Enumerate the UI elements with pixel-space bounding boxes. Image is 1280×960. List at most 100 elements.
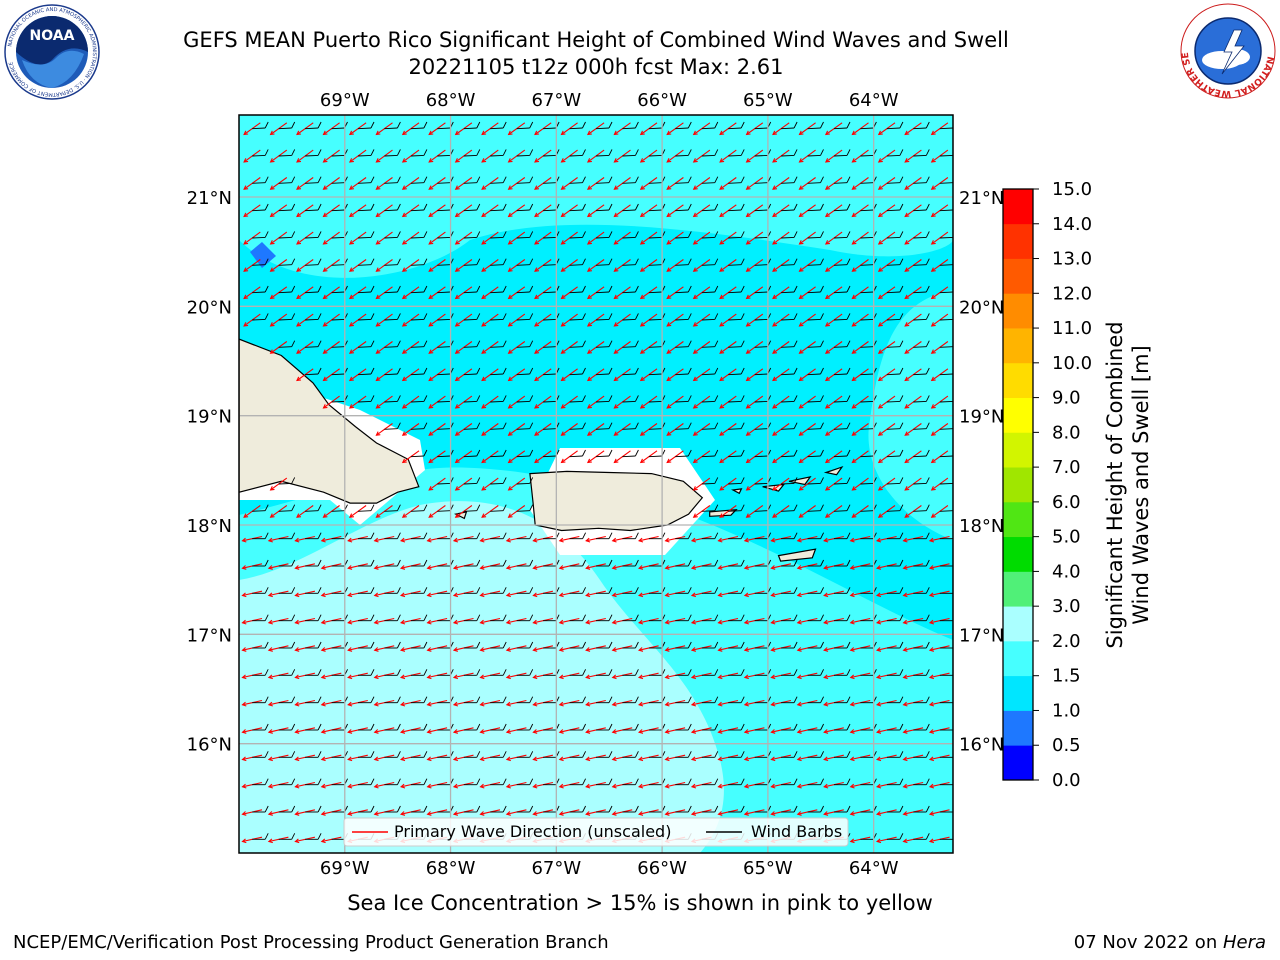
wind-barb-feather [925, 587, 930, 594]
wave-arrow-head [452, 592, 459, 598]
wave-arrow [876, 809, 897, 815]
wind-barb-feather [529, 504, 534, 511]
wave-arrow-head [770, 783, 776, 789]
wave-arrow-head [849, 674, 855, 680]
wave-arrow-head [401, 240, 407, 245]
wind-barb-feather [846, 532, 851, 539]
wave-arrow-head [426, 729, 432, 734]
wind-barb-feather [899, 149, 904, 156]
wave-arrow-head [824, 513, 830, 518]
wave-arrow-head [505, 592, 511, 598]
wind-barb-feather [925, 833, 930, 840]
wind-barb-feather [846, 203, 851, 211]
wind-barb-staff [569, 127, 583, 130]
wave-arrow-head [585, 811, 591, 816]
wave-arrow [506, 809, 527, 815]
wave-arrow-head [849, 537, 855, 543]
wind-barb-feather [820, 449, 824, 457]
wave-arrow-head [586, 431, 592, 436]
wind-barb-feather [317, 696, 322, 703]
wind-barb-staff [569, 182, 583, 184]
lat-label-right: 21°N [959, 188, 1004, 209]
wave-arrow-head [666, 212, 672, 218]
wave-arrow-head [690, 647, 697, 652]
wave-arrow [797, 590, 818, 597]
wave-arrow-head [507, 513, 513, 518]
lat-label-left: 18°N [187, 516, 232, 537]
wind-barb-feather [740, 176, 745, 183]
wind-barb-feather [529, 477, 534, 484]
wind-barb-feather [714, 559, 719, 567]
wave-arrow [638, 563, 659, 569]
wind-barb-feather [317, 559, 322, 567]
wave-arrow-head [428, 404, 434, 409]
wind-barb-feather [529, 449, 534, 457]
wind-barb-staff [516, 154, 530, 157]
wave-arrow-head [877, 294, 883, 300]
wave-arrow-head [875, 783, 882, 789]
wind-barb-feather [476, 258, 481, 265]
wind-barb-feather [820, 285, 824, 293]
wind-barb-feather [820, 121, 824, 129]
wave-arrow-head [692, 185, 698, 190]
wave-arrow [799, 177, 816, 190]
wave-arrow-head [401, 431, 407, 436]
wave-arrow-head [717, 701, 723, 707]
wave-arrow-head [507, 486, 513, 491]
wind-barb-feather [740, 477, 745, 484]
wind-barb-feather [317, 614, 322, 621]
wave-arrow [799, 341, 816, 354]
lat-label-right: 18°N [959, 516, 1004, 537]
wind-barb-staff [701, 428, 715, 430]
wind-barb-staff [728, 236, 742, 239]
wave-arrow [744, 535, 765, 542]
wave-arrow-head [613, 404, 619, 409]
wind-barb-feather [529, 203, 534, 211]
wind-barb-staff [754, 182, 768, 184]
wind-barb-feather [529, 340, 534, 347]
wind-barb-feather [582, 395, 586, 402]
wave-arrow [455, 341, 473, 354]
wave-arrow [453, 563, 474, 569]
wave-arrow [640, 423, 658, 436]
wave-arrow-head [904, 267, 910, 272]
wind-barb-staff [939, 482, 953, 485]
wind-barb-staff [595, 182, 610, 184]
wind-barb-staff [675, 455, 689, 458]
wave-arrow-head [294, 674, 300, 680]
wave-arrow-head [823, 592, 829, 598]
wind-barb-staff [463, 510, 477, 512]
wave-arrow-head [930, 486, 936, 491]
wave-arrow-head [454, 240, 460, 245]
wave-arrow-head [745, 458, 751, 464]
wave-arrow [243, 177, 261, 190]
wave-arrow-head [348, 240, 354, 245]
wind-barb-staff [331, 291, 345, 294]
wave-arrow-head [770, 565, 776, 570]
wave-arrow [455, 177, 473, 190]
wind-barb-feather [740, 805, 745, 813]
wave-arrow-head [294, 647, 300, 652]
wind-barb-feather [608, 176, 613, 183]
wave-arrow [691, 781, 712, 788]
wind-barb-staff [728, 264, 742, 266]
wave-arrow-head [534, 404, 540, 409]
wind-barb-staff [490, 182, 504, 184]
wind-barb-staff [648, 127, 662, 130]
wind-barb-feather [899, 422, 904, 429]
wave-arrow-head [399, 619, 406, 625]
colorbar-tick-label: 2.0 [1052, 631, 1081, 652]
wind-barb-staff [569, 400, 583, 403]
wave-arrow-head [241, 701, 247, 707]
wind-barb-feather [502, 669, 507, 676]
wind-barb-feather [793, 313, 798, 320]
wave-arrow-head [719, 513, 725, 518]
wave-arrow [323, 368, 340, 381]
wave-arrow-head [851, 458, 857, 464]
wave-arrow-head [322, 294, 328, 300]
wave-arrow [506, 672, 527, 679]
wind-barb-feather [582, 422, 586, 429]
wave-arrow [506, 535, 527, 542]
wind-barb-feather [582, 669, 587, 676]
wave-arrow-head [294, 811, 300, 816]
